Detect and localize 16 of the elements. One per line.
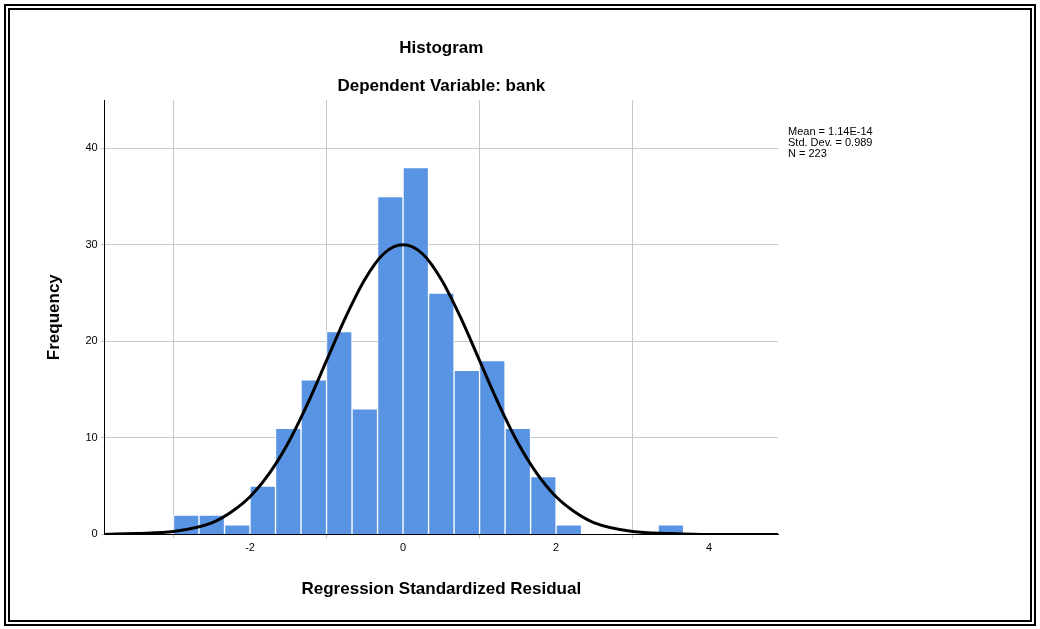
text: Mean = 1.14E-14: [788, 125, 873, 138]
x-tick-label: 0: [400, 541, 407, 554]
chart-subtitle: Dependent Variable: bank: [337, 75, 546, 95]
y-tick-label: 20: [85, 334, 98, 347]
y-tick-label: 30: [85, 237, 98, 250]
x-tick-label: -2: [245, 541, 255, 554]
x-tick-label: 2: [553, 541, 560, 554]
text: N = 223: [788, 147, 827, 160]
x-axis-title: Regression Standardized Residual: [301, 579, 582, 599]
y-axis-title: Frequency: [43, 273, 63, 361]
chart-title: Histogram: [399, 37, 484, 57]
y-tick-label: 40: [85, 141, 98, 154]
y-tick-label: 10: [85, 430, 98, 443]
y-tick-label: 0: [91, 527, 98, 540]
x-tick-label: 4: [706, 541, 713, 554]
text: Std. Dev. = 0.989: [788, 136, 873, 149]
